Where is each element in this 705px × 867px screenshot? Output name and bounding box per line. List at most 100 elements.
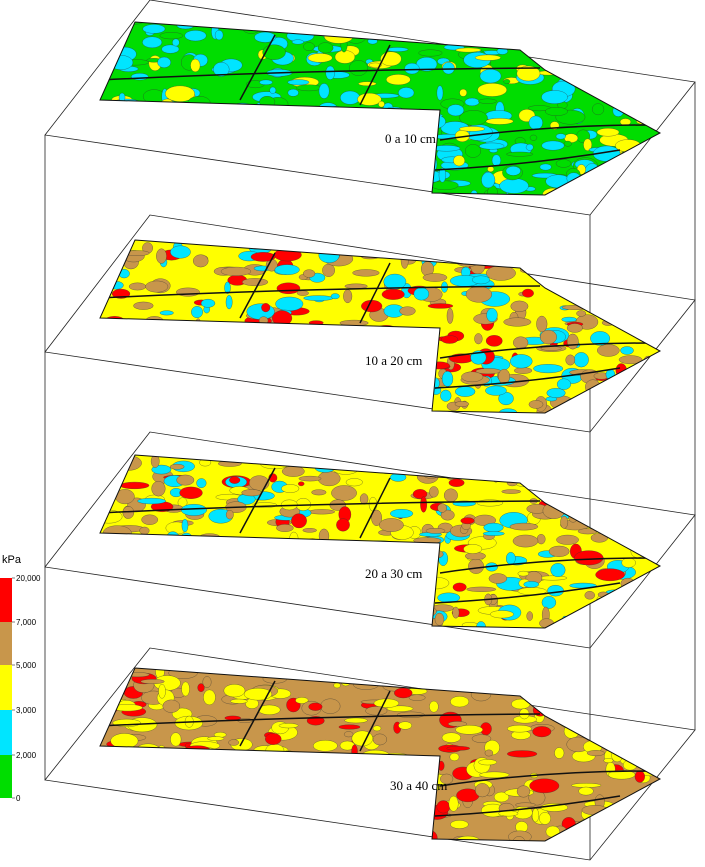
- contour-patch: [381, 607, 394, 623]
- contour-patch: [145, 316, 164, 326]
- contour-patch: [258, 192, 268, 195]
- contour-patch: [311, 161, 328, 174]
- contour-patch: [427, 303, 454, 309]
- contour-patch: [265, 323, 274, 340]
- contour-patch: [615, 399, 645, 413]
- contour-patch: [373, 761, 398, 776]
- contour-patch: [191, 568, 207, 581]
- contour-patch: [475, 368, 502, 375]
- contour-patch: [398, 593, 414, 605]
- contour-patch: [234, 405, 247, 413]
- contour-patch: [605, 271, 627, 282]
- contour-patch: [281, 757, 310, 768]
- contour-patch: [605, 57, 613, 73]
- contour-patch: [263, 187, 286, 195]
- contour-patch: [265, 743, 285, 757]
- contour-patch: [213, 62, 230, 77]
- contour-patch: [297, 290, 309, 296]
- contour-patch: [371, 152, 396, 157]
- contour-patch: [251, 342, 277, 351]
- contour-patch: [142, 130, 160, 136]
- contour-patch: [565, 66, 576, 74]
- contour-patch: [259, 796, 289, 812]
- contour-patch: [247, 339, 275, 348]
- contour-patch: [632, 707, 660, 722]
- contour-patch: [349, 621, 369, 628]
- contour-patch: [475, 783, 490, 798]
- contour-patch: [280, 107, 293, 123]
- contour-patch: [614, 588, 631, 599]
- contour-patch: [209, 148, 219, 164]
- contour-patch: [109, 101, 126, 116]
- contour-patch: [616, 741, 624, 756]
- contour-patch: [169, 352, 176, 364]
- contour-patch: [360, 829, 388, 835]
- contour-patch: [100, 191, 118, 195]
- contour-patch: [488, 573, 508, 584]
- contour-patch: [119, 481, 150, 489]
- contour-patch: [579, 248, 587, 263]
- contour-patch: [428, 549, 444, 559]
- contour-patch: [317, 102, 338, 116]
- contour-patch: [203, 689, 216, 706]
- contour-patch: [330, 541, 356, 550]
- field-line: [434, 582, 621, 604]
- contour-patch: [313, 790, 343, 799]
- contour-patch: [267, 333, 283, 348]
- contour-patch: [624, 173, 651, 179]
- contour-patch: [308, 574, 322, 591]
- contour-patch: [401, 757, 410, 774]
- contour-patch: [398, 674, 413, 681]
- contour-patch: [225, 295, 233, 310]
- contour-patch: [636, 683, 659, 691]
- contour-patch: [316, 583, 338, 591]
- contour-patch: [348, 387, 367, 393]
- contour-patch: [559, 715, 580, 729]
- contour-patch: [627, 480, 641, 490]
- contour-patch: [100, 808, 111, 824]
- contour-patch: [256, 362, 267, 372]
- contour-patch: [459, 126, 485, 132]
- field-line: [434, 795, 621, 817]
- contour-patch: [444, 462, 465, 474]
- contour-patch: [485, 335, 503, 347]
- contour-patch: [113, 592, 127, 607]
- contour-patch: [394, 385, 403, 392]
- contour-patch: [389, 812, 407, 826]
- contour-patch: [650, 735, 658, 750]
- contour-patch: [560, 32, 582, 42]
- contour-patch: [578, 817, 607, 832]
- contour-patch: [126, 798, 135, 812]
- contour-patch: [322, 572, 339, 582]
- contour-patch: [153, 161, 171, 170]
- contour-patch: [385, 597, 403, 614]
- contour-patch: [537, 575, 568, 581]
- field-line: [439, 770, 651, 787]
- contour-patch: [611, 245, 630, 251]
- contour-patch: [411, 596, 434, 608]
- contour-patch: [534, 34, 560, 47]
- contour-patch: [556, 378, 571, 390]
- contour-patch: [457, 463, 484, 470]
- contour-patch: [320, 698, 341, 714]
- contour-patch: [353, 131, 384, 139]
- contour-patch: [612, 292, 641, 299]
- contour-patch: [533, 364, 564, 374]
- contour-patch: [133, 301, 154, 310]
- contour-patch: [303, 410, 323, 413]
- contour-patch: [114, 777, 122, 786]
- contour-patch: [372, 733, 387, 746]
- contour-patch: [227, 345, 246, 351]
- contour-patch: [321, 240, 341, 250]
- contour-patch: [283, 135, 302, 153]
- contour-patch: [525, 143, 534, 151]
- contour-patch: [181, 780, 202, 786]
- contour-patch: [345, 564, 367, 576]
- contour-patch: [115, 829, 144, 836]
- contour-patch: [196, 752, 222, 757]
- contour-patch: [642, 483, 660, 496]
- contour-patch: [334, 753, 342, 764]
- contour-patch: [115, 455, 142, 471]
- contour-patch: [421, 338, 437, 351]
- contour-patch: [628, 377, 654, 394]
